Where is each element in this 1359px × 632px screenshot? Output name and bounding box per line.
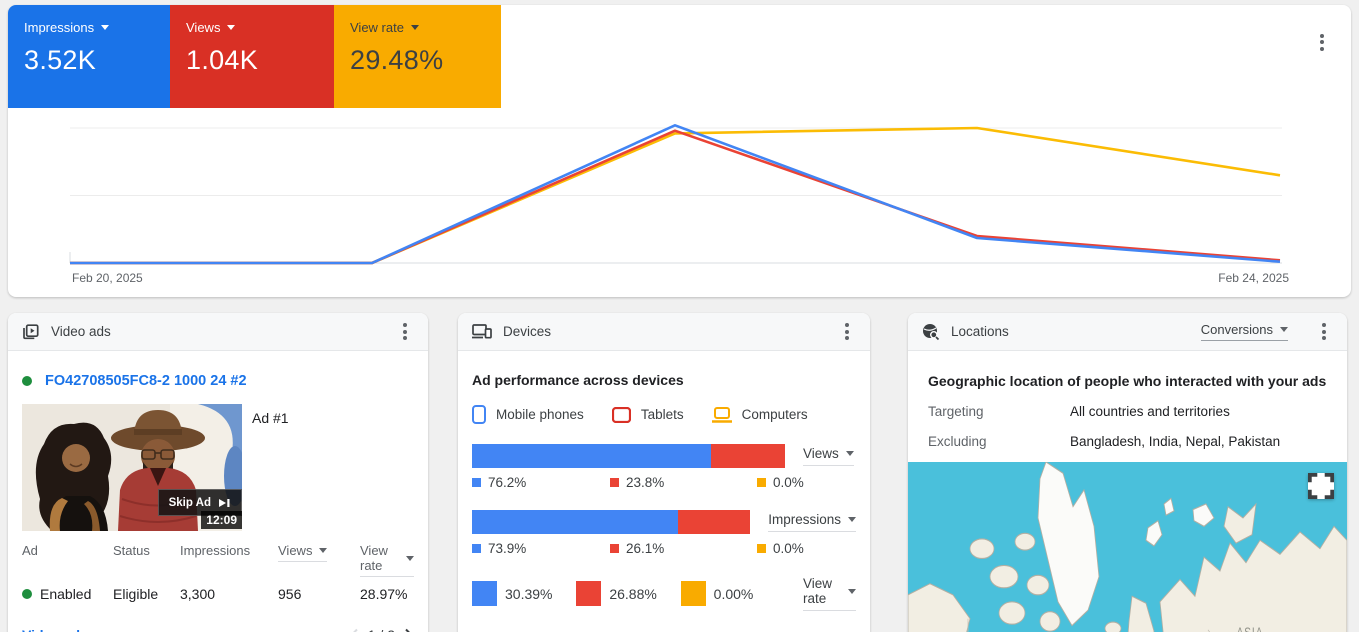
devices-legend: Mobile phones Tablets Computers bbox=[472, 405, 856, 424]
legend-tablets: Tablets bbox=[611, 406, 684, 423]
caret-down-icon bbox=[319, 548, 328, 553]
metric-tabs: Impressions 3.52K Views 1.04K View rate … bbox=[8, 5, 1351, 108]
devices-bar-impressions bbox=[472, 510, 751, 534]
video-ads-icon bbox=[23, 323, 39, 339]
metric-tab-impressions[interactable]: Impressions 3.52K bbox=[8, 5, 170, 108]
world-map[interactable]: NORTH AMERICA EUROPE ASIA bbox=[908, 462, 1347, 632]
world-map-art: NORTH AMERICA EUROPE ASIA bbox=[908, 462, 1347, 632]
metric-value: 1.04K bbox=[186, 45, 259, 75]
kebab-menu-icon[interactable] bbox=[838, 321, 856, 343]
locations-subtitle: Geographic location of people who intera… bbox=[928, 373, 1327, 389]
kebab-menu-icon[interactable] bbox=[1315, 321, 1333, 343]
status-dot-enabled bbox=[22, 376, 32, 386]
video-ads-report-link[interactable]: Video ads bbox=[22, 627, 88, 632]
blue-block bbox=[472, 581, 497, 606]
caret-down-icon bbox=[845, 451, 854, 456]
caret-down-icon bbox=[101, 25, 110, 30]
devices-subtitle: Ad performance across devices bbox=[472, 372, 684, 388]
excluding-label: Excluding bbox=[928, 434, 987, 449]
metric-label: View rate bbox=[350, 20, 404, 35]
pagination-label: 1 / 2 bbox=[368, 627, 395, 632]
col-header-ad: Ad bbox=[22, 543, 38, 558]
impressions-bar-labels: 73.9% 26.1% 0.0% bbox=[472, 541, 804, 556]
cell-view-rate: 28.97% bbox=[360, 586, 408, 602]
metric-value: 3.52K bbox=[24, 45, 97, 75]
col-header-status: Status bbox=[113, 543, 150, 558]
caret-down-icon bbox=[227, 25, 236, 30]
performance-chart-card: Impressions 3.52K Views 1.04K View rate … bbox=[8, 5, 1351, 297]
video-thumbnail[interactable]: Skip Ad 12:09 bbox=[22, 404, 242, 531]
video-duration-badge: 12:09 bbox=[201, 511, 242, 529]
yellow-swatch bbox=[757, 478, 766, 487]
card-title: Locations bbox=[951, 324, 1009, 339]
x-axis-label-end: Feb 24, 2025 bbox=[1218, 271, 1289, 285]
devices-icon bbox=[472, 324, 492, 339]
card-title: Video ads bbox=[51, 324, 111, 339]
kebab-menu-icon[interactable] bbox=[1313, 31, 1331, 53]
chevron-left-icon bbox=[352, 628, 358, 632]
legend-mobile-phones: Mobile phones bbox=[472, 405, 584, 424]
cell-status: Eligible bbox=[113, 586, 159, 602]
col-header-impressions: Impressions bbox=[180, 543, 251, 558]
status-dot-enabled bbox=[22, 589, 32, 599]
metric-label: Impressions bbox=[24, 20, 95, 35]
devices-card: Devices Ad performance across devices Mo… bbox=[458, 313, 870, 632]
red-swatch bbox=[610, 478, 619, 487]
skip-next-icon bbox=[219, 498, 230, 507]
chevron-right-icon[interactable] bbox=[404, 628, 414, 632]
card-title: Devices bbox=[503, 324, 552, 339]
legend-computers: Computers bbox=[711, 406, 808, 423]
skip-ad-label: Skip Ad bbox=[168, 496, 211, 509]
blue-swatch bbox=[472, 544, 481, 553]
kebab-menu-icon[interactable] bbox=[396, 321, 414, 343]
table-row: Enabled Eligible 3,300 956 28.97% bbox=[22, 586, 414, 602]
video-ads-card: Video ads FO42708505FC8-2 1000 24 #2 bbox=[8, 313, 428, 632]
cell-views: 956 bbox=[278, 586, 302, 602]
fullscreen-button[interactable] bbox=[1308, 473, 1334, 499]
col-header-view-rate[interactable]: View rate bbox=[360, 543, 414, 577]
metric-tab-views[interactable]: Views 1.04K bbox=[170, 5, 334, 108]
targeting-label: Targeting bbox=[928, 404, 984, 419]
tablet-icon bbox=[611, 406, 631, 423]
locations-icon bbox=[923, 323, 940, 340]
view-rate-blocks: 30.39% 26.88% 0.00% bbox=[472, 581, 785, 606]
devices-bar-views bbox=[472, 444, 785, 468]
caret-down-icon bbox=[406, 555, 414, 561]
metric-label: Views bbox=[186, 20, 221, 35]
fullscreen-icon bbox=[1308, 473, 1334, 499]
views-bar-labels: 76.2% 23.8% 0.0% bbox=[472, 475, 804, 490]
ad-group-link[interactable]: FO42708505FC8-2 1000 24 #2 bbox=[45, 373, 247, 389]
ad-name-label: Ad #1 bbox=[252, 410, 289, 426]
cell-impressions: 3,300 bbox=[180, 586, 216, 602]
red-swatch bbox=[610, 544, 619, 553]
yellow-swatch bbox=[757, 544, 766, 553]
trend-line-chart bbox=[69, 124, 1282, 265]
impressions-metric-dropdown[interactable]: Impressions bbox=[768, 512, 856, 532]
red-block bbox=[576, 581, 602, 606]
metric-value: 29.48% bbox=[350, 45, 444, 75]
map-label-asia: ASIA bbox=[1237, 624, 1264, 632]
phone-icon bbox=[472, 405, 486, 424]
view-rate-metric-dropdown[interactable]: View rate bbox=[803, 576, 856, 611]
caret-down-icon bbox=[410, 25, 419, 30]
col-header-views[interactable]: Views bbox=[278, 543, 328, 562]
conversions-dropdown[interactable]: Conversions bbox=[1200, 322, 1288, 341]
views-metric-dropdown[interactable]: Views bbox=[803, 446, 854, 466]
caret-down-icon bbox=[848, 588, 856, 594]
yellow-block bbox=[680, 581, 706, 606]
excluding-value: Bangladesh, India, Nepal, Pakistan bbox=[1070, 434, 1281, 449]
locations-card: Locations Conversions Geographic locatio… bbox=[908, 313, 1347, 632]
caret-down-icon bbox=[1280, 327, 1288, 332]
metric-tab-view-rate[interactable]: View rate 29.48% bbox=[334, 5, 501, 108]
laptop-icon bbox=[711, 406, 732, 423]
targeting-value: All countries and territories bbox=[1070, 404, 1230, 419]
x-axis-label-start: Feb 20, 2025 bbox=[72, 271, 143, 285]
blue-swatch bbox=[472, 478, 481, 487]
caret-down-icon bbox=[848, 517, 856, 522]
